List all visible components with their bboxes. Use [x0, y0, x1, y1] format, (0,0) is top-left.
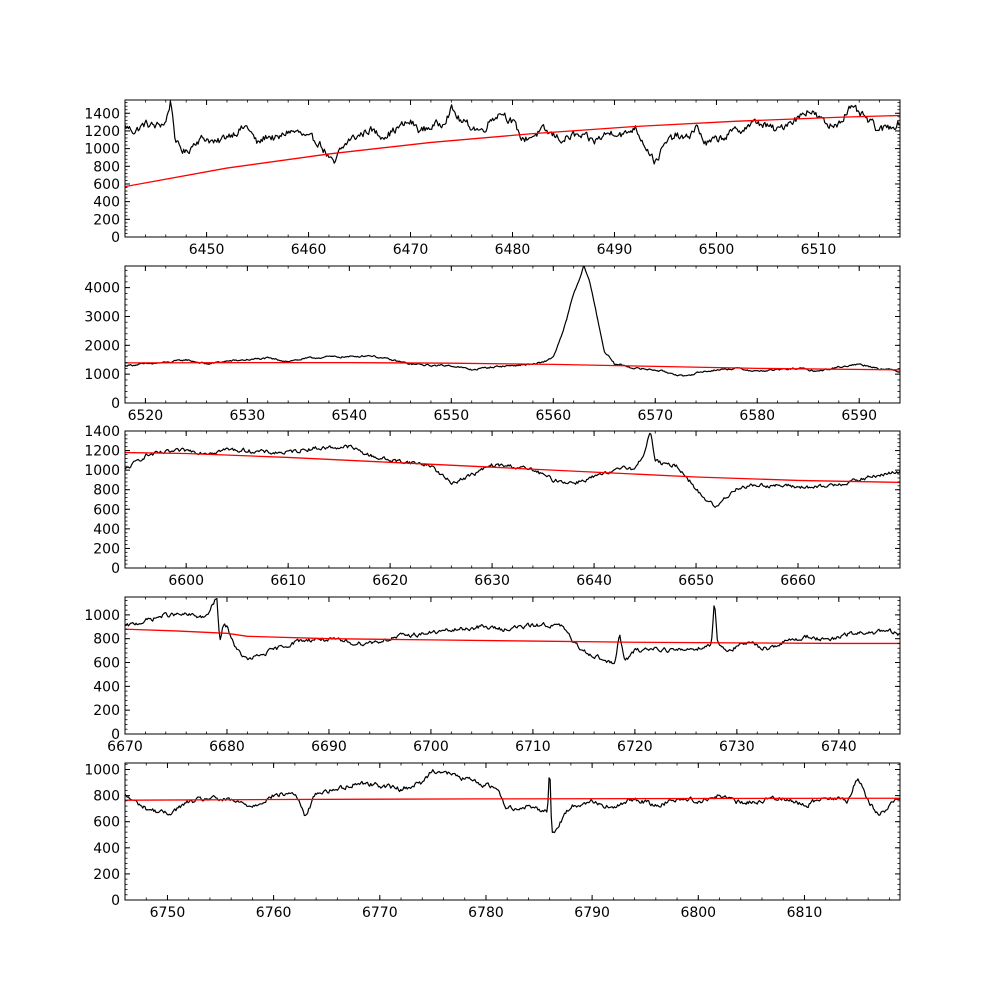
x-tick-label: 6630 [474, 573, 510, 589]
x-tick-label: 6800 [680, 905, 716, 921]
x-tick-label: 6810 [787, 905, 823, 921]
x-tick-label: 6510 [801, 242, 837, 258]
x-tick-label: 6590 [841, 408, 877, 424]
x-tick-label: 6480 [495, 242, 531, 258]
y-tick-label: 3000 [84, 309, 120, 325]
spectrum-line [125, 100, 900, 165]
y-tick-label: 400 [93, 522, 120, 538]
x-tick-label: 6710 [515, 739, 551, 755]
x-tick-label: 6470 [393, 242, 429, 258]
spectrum-line [125, 266, 900, 377]
y-tick-label: 2000 [84, 338, 120, 354]
panel-3: 6600 6610 6620 6630 6640 6650 6660 0 200 400 600 80… [84, 424, 901, 589]
y-tick-label: 800 [93, 483, 120, 499]
x-tick-label: 6670 [107, 739, 143, 755]
y-tick-label: 1400 [84, 424, 120, 440]
y-tick-label: 200 [93, 212, 120, 228]
x-tick-label: 6580 [739, 408, 775, 424]
y-tick-label: 800 [93, 789, 120, 805]
y-tick-label: 0 [111, 396, 120, 412]
x-tick-label: 6600 [168, 573, 204, 589]
x-tick-label: 6680 [209, 739, 245, 755]
y-tick-label: 600 [93, 502, 120, 518]
plot-frame [124, 762, 901, 901]
x-tick-label: 6730 [719, 739, 755, 755]
fit-line [125, 628, 900, 645]
y-tick-label: 1000 [84, 463, 120, 479]
x-tick-label: 6650 [678, 573, 714, 589]
x-tick-label: 6500 [699, 242, 735, 258]
y-tick-label: 800 [93, 632, 120, 648]
x-tick-label: 6780 [468, 905, 504, 921]
fit-line [125, 451, 900, 484]
y-tick-label: 400 [93, 679, 120, 695]
y-tick-label: 1200 [84, 124, 120, 140]
y-tick-label: 400 [93, 841, 120, 857]
y-tick-label: 0 [111, 561, 120, 577]
y-tick-label: 0 [111, 893, 120, 909]
x-tick-label: 6490 [597, 242, 633, 258]
y-tick-label: 0 [111, 230, 120, 246]
x-tick-label: 6740 [821, 739, 857, 755]
x-tick-label: 6660 [780, 573, 816, 589]
x-tick-label: 6750 [150, 905, 186, 921]
y-tick-label: 1000 [84, 142, 120, 158]
x-tick-label: 6640 [576, 573, 612, 589]
y-tick-label: 1000 [84, 367, 120, 383]
y-tick-label: 200 [93, 703, 120, 719]
spectrum-line [125, 597, 900, 665]
x-tick-label: 6450 [189, 242, 225, 258]
x-tick-label: 6560 [535, 408, 571, 424]
y-tick-label: 800 [93, 159, 120, 175]
y-tick-label: 0 [111, 727, 120, 743]
fit-line [125, 797, 900, 801]
x-tick-label: 6520 [128, 408, 164, 424]
y-tick-label: 600 [93, 656, 120, 672]
x-tick-label: 6760 [256, 905, 292, 921]
x-tick-label: 6550 [433, 408, 469, 424]
spectrum-line [125, 769, 900, 834]
x-tick-label: 6790 [574, 905, 610, 921]
y-tick-label: 1200 [84, 444, 120, 460]
x-tick-label: 6530 [230, 408, 266, 424]
x-tick-label: 6690 [311, 739, 347, 755]
fit-line [125, 114, 900, 188]
y-tick-label: 1000 [84, 608, 120, 624]
y-tick-label: 1000 [84, 763, 120, 779]
x-tick-label: 6610 [270, 573, 306, 589]
x-tick-label: 6700 [413, 739, 449, 755]
y-tick-label: 200 [93, 867, 120, 883]
panel-5: 6750 6760 6770 6780 6790 6800 6810 0 200 400 600 80… [84, 762, 901, 921]
y-tick-label: 4000 [84, 281, 120, 297]
y-tick-label: 600 [93, 815, 120, 831]
panel-2: 6520 6530 6540 6550 6560 6570 6580 6590 0 1000 200… [84, 265, 901, 424]
y-tick-label: 400 [93, 195, 120, 211]
y-tick-label: 600 [93, 177, 120, 193]
x-tick-label: 6570 [637, 408, 673, 424]
panel-4: 6670 6680 6690 6700 6710 6720 6730 6740 0 200 400 6… [84, 596, 901, 755]
x-tick-label: 6620 [372, 573, 408, 589]
y-tick-label: 1400 [84, 106, 120, 122]
x-tick-label: 6770 [362, 905, 398, 921]
x-tick-label: 6720 [617, 739, 653, 755]
y-tick-label: 200 [93, 541, 120, 557]
x-tick-label: 6540 [332, 408, 368, 424]
fit-line [125, 361, 900, 371]
x-tick-label: 6460 [291, 242, 327, 258]
